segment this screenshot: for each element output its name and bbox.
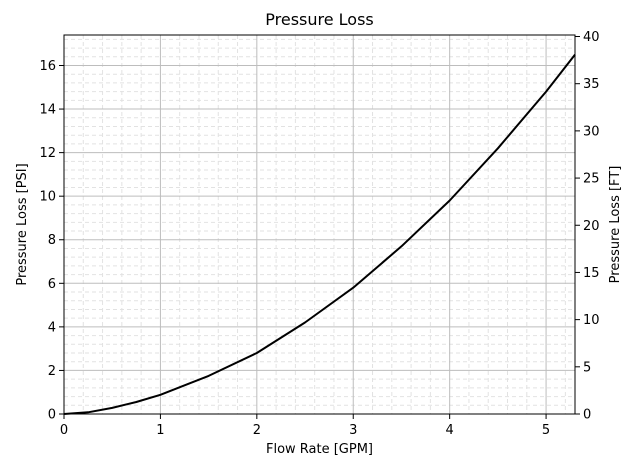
- series-layer: [63, 53, 576, 415]
- y-tick-label: 10: [39, 190, 56, 205]
- y-right-tick-label: 15: [583, 266, 600, 281]
- y-tick-label: 4: [48, 320, 56, 335]
- x-tick-label: 3: [349, 423, 357, 438]
- bottom-axis-ticks: 0 1 2 3 4 5: [60, 414, 550, 438]
- y-right-tick-label: 40: [583, 30, 600, 45]
- y-right-tick-label: 20: [583, 219, 600, 234]
- y-axis-label-left: Pressure Loss [PSI]: [15, 163, 30, 285]
- y-right-tick-label: 25: [583, 172, 600, 187]
- minor-grid: [64, 35, 575, 414]
- x-axis-label: Flow Rate [GPM]: [266, 442, 373, 457]
- y-right-tick-label: 10: [583, 313, 600, 328]
- chart-title: Pressure Loss: [265, 10, 374, 29]
- y-tick-label: 16: [39, 59, 56, 74]
- y-tick-label: 2: [48, 364, 56, 379]
- x-tick-label: 0: [60, 423, 68, 438]
- y-right-tick-label: 30: [583, 124, 600, 139]
- right-axis-ticks: 0 5 10 15 20 25 30 35 40: [575, 30, 600, 423]
- y-tick-label: 6: [48, 277, 56, 292]
- x-tick-label: 4: [446, 423, 454, 438]
- y-right-tick-label: 5: [583, 360, 591, 375]
- y-right-tick-label: 35: [583, 77, 600, 92]
- left-axis-ticks: 0 2 4 6 8 10 12 14 16: [39, 59, 64, 423]
- plot-frame: [63, 34, 576, 415]
- y-tick-label: 8: [48, 233, 56, 248]
- pressure-loss-line: [63, 53, 576, 415]
- y-tick-label: 12: [39, 146, 56, 161]
- y-tick-label: 0: [48, 408, 56, 423]
- y-axis-label-right: Pressure Loss [FT]: [608, 166, 623, 284]
- x-tick-label: 2: [253, 423, 261, 438]
- y-right-tick-label: 0: [583, 408, 591, 423]
- x-tick-label: 1: [156, 423, 164, 438]
- y-tick-label: 14: [39, 103, 56, 118]
- x-tick-label: 5: [542, 423, 550, 438]
